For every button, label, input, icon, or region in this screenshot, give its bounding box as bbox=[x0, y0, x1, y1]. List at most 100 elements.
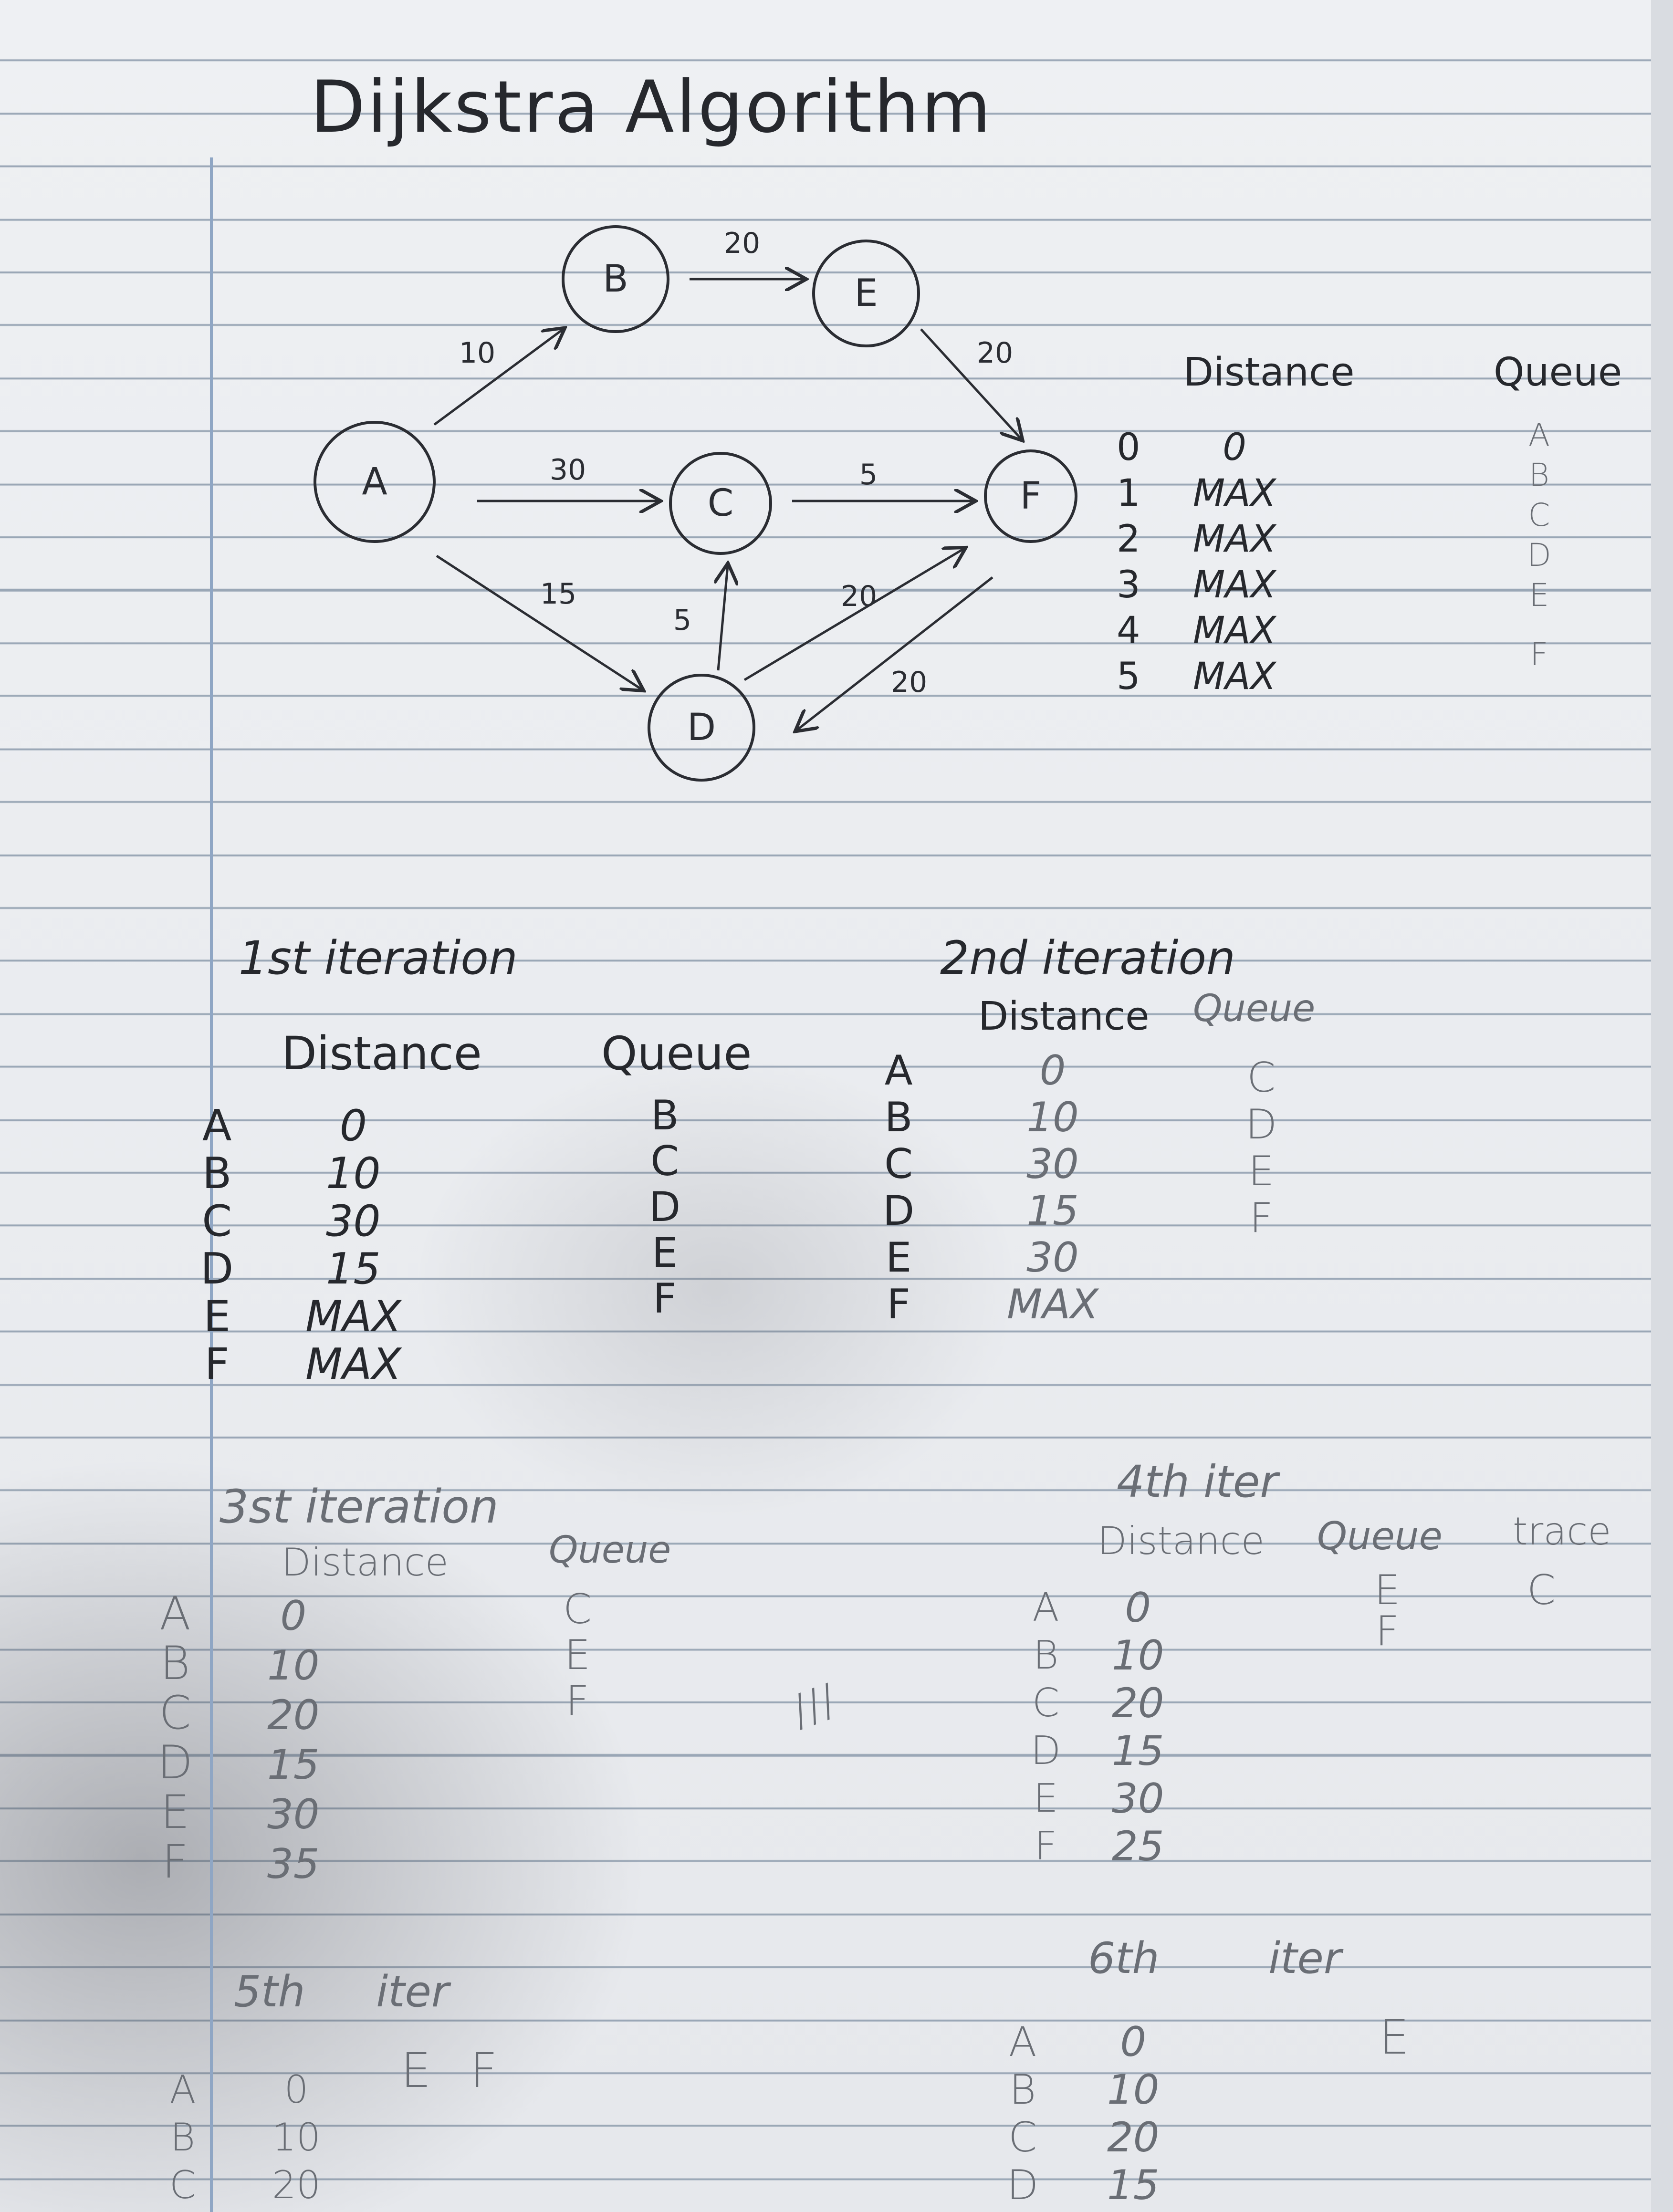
queue-cell: C bbox=[1528, 497, 1550, 533]
distance-cell: 0 bbox=[1223, 426, 1246, 469]
node-cell: C bbox=[159, 1686, 191, 1740]
node-column: A B C D E F bbox=[200, 1102, 233, 1388]
distance-cell: 10 bbox=[1112, 1632, 1164, 1680]
queue-cell: D bbox=[1527, 537, 1551, 574]
queue-cell: E bbox=[564, 1631, 591, 1679]
distance-column: 0 10 20 15 30 35 bbox=[267, 1591, 319, 1889]
svg-text:20: 20 bbox=[891, 666, 927, 699]
node-cell: B bbox=[884, 1094, 913, 1141]
svg-text:F: F bbox=[1020, 475, 1042, 518]
queue-cell: C bbox=[1247, 1054, 1276, 1102]
index-cell: 2 bbox=[1117, 518, 1140, 561]
node-cell: F bbox=[204, 1339, 230, 1389]
svg-text:30: 30 bbox=[550, 453, 586, 487]
graph-diagram: A B C D E F 10 20 bbox=[314, 225, 1077, 782]
distance-cell: 20 bbox=[267, 1691, 320, 1739]
node-cell: E bbox=[885, 1234, 912, 1282]
node-E: E bbox=[812, 240, 920, 347]
node-cell: D bbox=[883, 1187, 915, 1235]
distance-cell: MAX bbox=[305, 1339, 401, 1389]
distance-cell: 15 bbox=[267, 1741, 320, 1789]
node-cell: E bbox=[160, 1785, 190, 1839]
distance-cell: 35 bbox=[267, 1840, 320, 1888]
distance-cell: 15 bbox=[326, 1244, 381, 1294]
distance-cell: 10 bbox=[267, 1642, 320, 1690]
page-edge bbox=[1651, 0, 1673, 2212]
node-column: A B C D bbox=[1007, 2018, 1038, 2209]
queue-cell: F bbox=[1375, 1607, 1399, 1655]
iteration-title: 3st iteration bbox=[220, 1480, 499, 1534]
page-title: Dijkstra Algorithm bbox=[310, 66, 993, 149]
queue-cell: E bbox=[1529, 577, 1549, 614]
distance-header: Distance bbox=[978, 994, 1150, 1039]
svg-text:20: 20 bbox=[841, 580, 877, 613]
queue-cell: F bbox=[1530, 636, 1548, 673]
distance-cell: 20 bbox=[1112, 1680, 1164, 1727]
node-cell: A bbox=[1032, 1585, 1059, 1630]
distance-cell: MAX bbox=[1193, 518, 1276, 561]
distance-cell: MAX bbox=[1193, 472, 1276, 515]
queue-cell: F bbox=[565, 1677, 589, 1725]
edge-D-C: 5 bbox=[673, 565, 728, 671]
queue-header: Queue bbox=[1317, 1514, 1443, 1558]
distance-cell: 10 bbox=[1026, 1094, 1079, 1141]
svg-text:20: 20 bbox=[977, 336, 1013, 370]
queue-cell: C bbox=[650, 1137, 680, 1185]
node-cell: E bbox=[1033, 1776, 1058, 1821]
distance-column: 0 10 30 15 MAX MAX bbox=[305, 1102, 401, 1388]
distance-cell: 0 bbox=[339, 1101, 367, 1151]
index-cell: 1 bbox=[1117, 472, 1140, 515]
node-cell: A bbox=[202, 1101, 232, 1151]
distance-cell: 30 bbox=[1112, 1775, 1164, 1823]
node-cell: D bbox=[1031, 1728, 1061, 1774]
distance-cell: MAX bbox=[1007, 1281, 1098, 1328]
queue-values: E bbox=[1379, 2009, 1410, 2065]
node-cell: C bbox=[1008, 2114, 1037, 2161]
queue-cell: E bbox=[1248, 1148, 1275, 1195]
svg-text:5: 5 bbox=[859, 458, 878, 491]
queue-column: B C D E F bbox=[649, 1093, 680, 1322]
distance-column: 0 10 20 bbox=[272, 2066, 321, 2209]
queue-column: C D E F bbox=[1245, 1054, 1277, 1242]
node-cell: A bbox=[1008, 2018, 1037, 2066]
node-cell: E bbox=[203, 1292, 231, 1342]
distance-cell: 10 bbox=[1107, 2066, 1160, 2114]
margin-line bbox=[210, 157, 213, 2212]
queue-cell: B bbox=[650, 1092, 679, 1139]
node-cell: D bbox=[200, 1244, 234, 1294]
distance-cell: 0 bbox=[1120, 2018, 1147, 2066]
distance-cell: 10 bbox=[326, 1148, 381, 1199]
iteration-title: 5th iter bbox=[234, 1967, 449, 2017]
queue-header: Queue bbox=[601, 1027, 752, 1080]
distance-cell: 15 bbox=[1026, 1187, 1079, 1235]
distance-cell: MAX bbox=[1193, 655, 1276, 698]
node-cell: D bbox=[1007, 2161, 1039, 2209]
node-column: A B C D E F bbox=[883, 1047, 914, 1328]
distance-cell: MAX bbox=[1193, 563, 1276, 606]
distance-cell: 20 bbox=[1107, 2114, 1160, 2161]
ellipsis-mark: /// bbox=[784, 1674, 843, 1737]
node-cell: C bbox=[169, 2163, 196, 2207]
node-cell: B bbox=[202, 1148, 232, 1199]
distance-column: 0 10 20 15 30 25 bbox=[1112, 1584, 1164, 1870]
svg-text:A: A bbox=[362, 460, 387, 503]
distance-header: Distance bbox=[1098, 1519, 1265, 1563]
queue-cell: E bbox=[651, 1229, 678, 1277]
node-cell: D bbox=[157, 1736, 193, 1789]
node-cell: B bbox=[1009, 2066, 1036, 2114]
queue-cell: F bbox=[653, 1275, 677, 1323]
node-F: F bbox=[984, 449, 1077, 543]
edge-D-F: 20 bbox=[743, 549, 964, 681]
index-cell: 0 bbox=[1117, 426, 1140, 469]
queue-cell: E bbox=[1374, 1566, 1401, 1614]
distance-cell: 0 bbox=[1125, 1584, 1151, 1632]
iteration-title: 2nd iteration bbox=[940, 931, 1235, 985]
node-cell: C bbox=[1032, 1680, 1060, 1726]
queue-header: Queue bbox=[1494, 350, 1622, 395]
node-cell: C bbox=[202, 1196, 232, 1246]
node-cell: F bbox=[887, 1281, 910, 1328]
node-column: A B C D E F bbox=[1031, 1584, 1061, 1870]
trace-cell: C bbox=[1527, 1566, 1556, 1614]
index-cell: 3 bbox=[1117, 563, 1140, 606]
